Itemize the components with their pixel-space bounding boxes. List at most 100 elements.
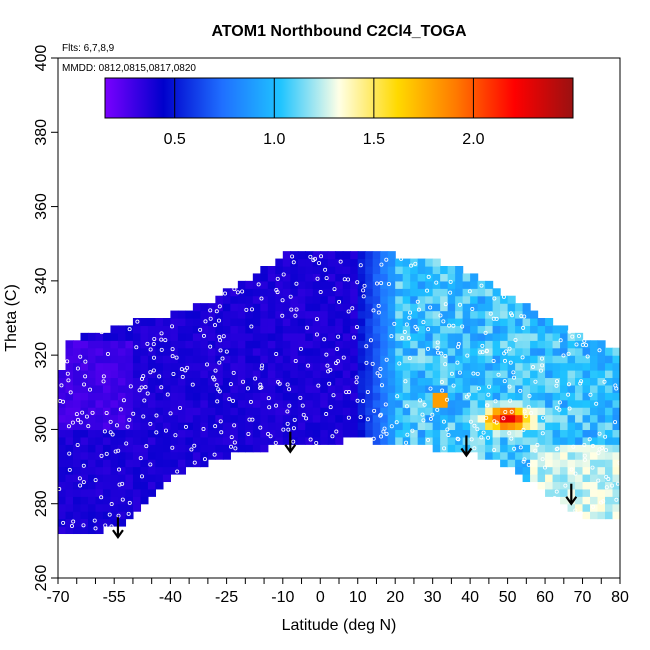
heatmap-cell (267, 399, 276, 408)
heatmap-cell (575, 347, 584, 356)
heatmap-cell (65, 422, 74, 431)
heatmap-cell (58, 407, 67, 416)
heatmap-cell (312, 332, 321, 341)
sample-point (268, 434, 273, 439)
heatmap-cell (87, 399, 97, 408)
heatmap-cell (252, 407, 261, 416)
heatmap-cell (132, 392, 142, 401)
heatmap-cell (537, 399, 546, 408)
sample-point (446, 432, 451, 437)
sample-point (274, 351, 279, 356)
heatmap-cell (575, 459, 584, 468)
heatmap-cell (58, 496, 67, 505)
heatmap-cell (575, 399, 584, 408)
sample-point (298, 346, 303, 351)
heatmap-cell (342, 303, 351, 312)
sample-point (606, 477, 611, 482)
heatmap-cell (455, 273, 464, 282)
heatmap-cell (200, 407, 209, 416)
heatmap-cell (350, 251, 359, 260)
heatmap-cell (155, 325, 164, 334)
heatmap-cell (170, 459, 179, 468)
heatmap-cell (200, 332, 209, 341)
heatmap-cell (522, 466, 531, 475)
heatmap-cell (320, 273, 329, 282)
heatmap-cell (335, 295, 344, 304)
heatmap-cell (357, 258, 366, 267)
heatmap-cell (425, 355, 434, 364)
heatmap-cell (350, 384, 359, 393)
heatmap-cell (170, 466, 179, 475)
heatmap-cell (342, 332, 351, 341)
heatmap-cell (297, 422, 306, 431)
sample-point (205, 362, 210, 367)
heatmap-cell (207, 444, 216, 453)
heatmap-cell (185, 384, 194, 393)
heatmap-cell (402, 399, 411, 408)
heatmap-cell (537, 340, 546, 349)
heatmap-cell (102, 466, 112, 475)
sample-point (170, 354, 175, 359)
sample-point (135, 319, 140, 324)
sample-point (212, 452, 217, 457)
sample-point (513, 337, 518, 342)
heatmap-cell (545, 318, 554, 327)
heatmap-cell (590, 459, 599, 468)
sample-point (507, 384, 512, 389)
sample-point (471, 371, 476, 376)
heatmap-cell (132, 474, 142, 483)
heatmap-cell (162, 399, 171, 408)
heatmap-cell (530, 474, 539, 483)
heatmap-cell (87, 466, 97, 475)
heatmap-cell (95, 347, 104, 356)
heatmap-cell (417, 377, 426, 386)
heatmap-cell (597, 451, 606, 460)
heatmap-cell (560, 496, 569, 505)
heatmap-cell (267, 384, 276, 393)
heatmap-cell (537, 392, 546, 401)
sample-point (487, 384, 492, 389)
heatmap-cell (260, 266, 269, 275)
heatmap-cell (312, 436, 321, 445)
heatmap-cell (372, 370, 381, 379)
heatmap-cell (545, 466, 554, 475)
heatmap-cell (582, 355, 591, 364)
heatmap-cell (597, 436, 606, 445)
sample-point (274, 403, 279, 408)
heatmap-cell (470, 414, 479, 423)
heatmap-cell (522, 384, 531, 393)
sample-point (131, 411, 136, 416)
heatmap-cell (357, 407, 366, 416)
sample-point (125, 424, 130, 429)
heatmap-cell (410, 332, 419, 341)
heatmap-cell (245, 422, 254, 431)
heatmap-cell (237, 295, 246, 304)
heatmap-cell (252, 414, 261, 423)
sample-point (281, 272, 286, 277)
heatmap-cell (72, 518, 82, 527)
sample-point (588, 392, 593, 397)
heatmap-cell (350, 288, 359, 297)
heatmap-cell (95, 399, 104, 408)
heatmap-cell (267, 429, 276, 438)
heatmap-cell (72, 511, 82, 520)
heatmap-cell (185, 340, 194, 349)
sample-point (410, 428, 415, 433)
heatmap-cell (335, 377, 344, 386)
heatmap-cell (320, 340, 329, 349)
profile-arrow (284, 431, 297, 454)
heatmap-cell (245, 392, 254, 401)
heatmap-cell (80, 340, 89, 349)
heatmap-cell (492, 347, 501, 356)
heatmap-cell (170, 355, 179, 364)
heatmap-cell (357, 251, 366, 260)
heatmap-cell (200, 436, 209, 445)
sample-point (590, 443, 595, 448)
heatmap-cell (252, 444, 261, 453)
heatmap-cell (140, 429, 149, 438)
heatmap-cell (320, 251, 329, 260)
heatmap-cell (58, 422, 67, 431)
sample-point (397, 361, 402, 366)
heatmap-cell (342, 355, 351, 364)
